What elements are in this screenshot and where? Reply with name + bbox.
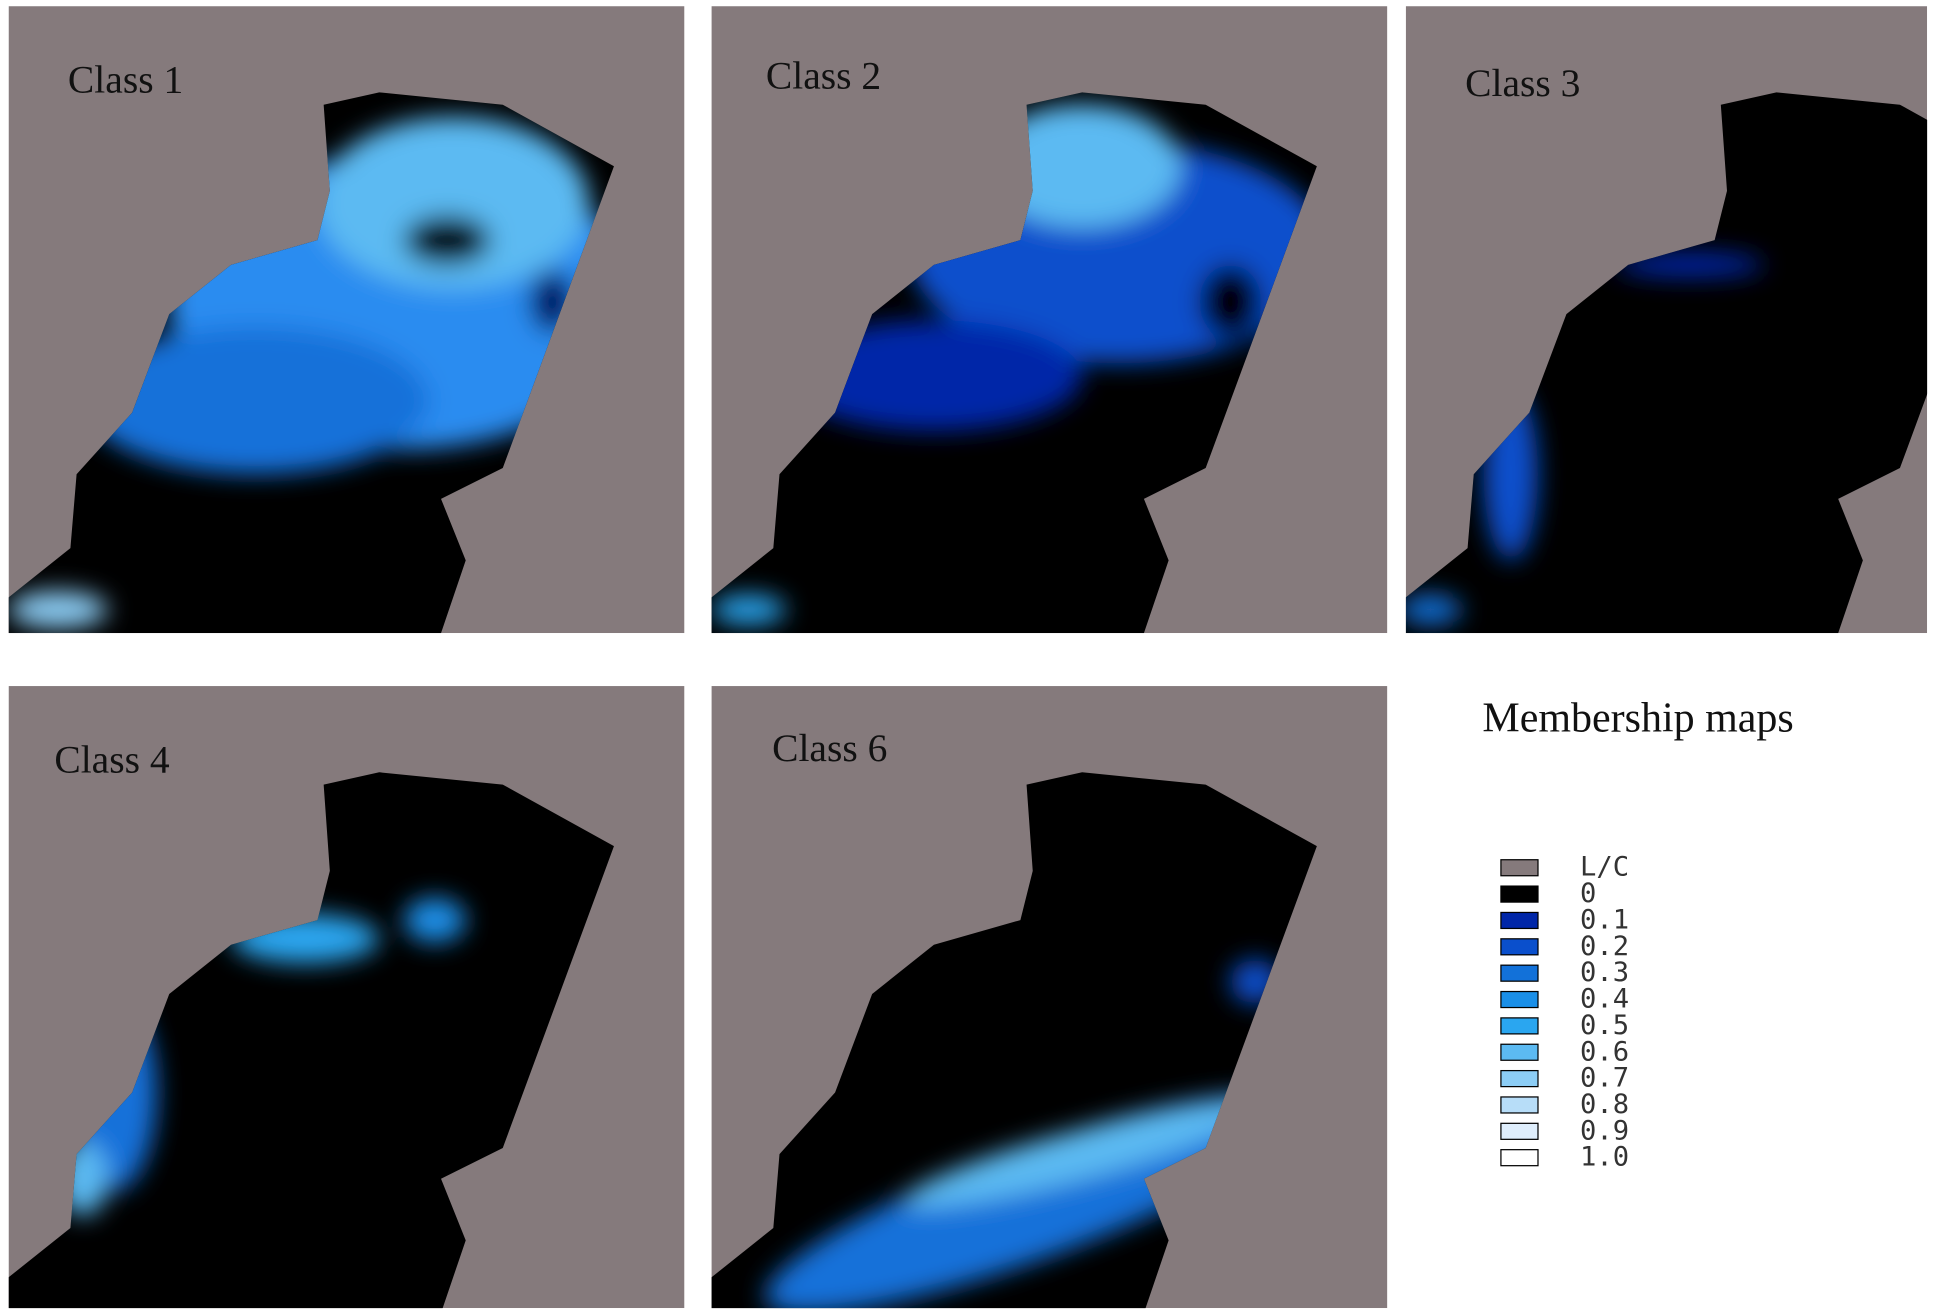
map-panel: Class 4 [9, 686, 685, 1313]
map-panel: Class 3 [1400, 6, 1937, 633]
legend-swatch [1501, 992, 1538, 1008]
legend: L/C00.10.20.30.40.50.60.70.80.91.0 [1501, 852, 1629, 1173]
legend-label: 1.0 [1580, 1142, 1629, 1173]
legend-swatch [1501, 1150, 1538, 1166]
panel-label: Class 2 [766, 54, 881, 98]
map-panel: Class 2 [712, 6, 1388, 633]
legend-swatch [1501, 939, 1538, 955]
legend-swatch [1501, 1097, 1538, 1113]
legend-swatch [1501, 1018, 1538, 1034]
figure: Class 1 Class 2 Class 3 [0, 0, 1937, 1313]
legend-swatch [1501, 965, 1538, 981]
map-panel: Class 6 [712, 686, 1388, 1313]
legend-swatch [1501, 1071, 1538, 1087]
map-panel: Class 1 [9, 6, 685, 633]
legend-swatch [1501, 912, 1538, 928]
panel-label: Class 6 [772, 726, 887, 770]
legend-swatch [1501, 1044, 1538, 1060]
legend-title: Membership maps [1482, 696, 1793, 742]
legend-swatch [1501, 860, 1538, 876]
legend-swatch [1501, 886, 1538, 902]
panel-label: Class 4 [54, 737, 170, 781]
panel-label: Class 3 [1465, 61, 1580, 105]
legend-swatch [1501, 1123, 1538, 1139]
panel-label: Class 1 [68, 57, 183, 101]
